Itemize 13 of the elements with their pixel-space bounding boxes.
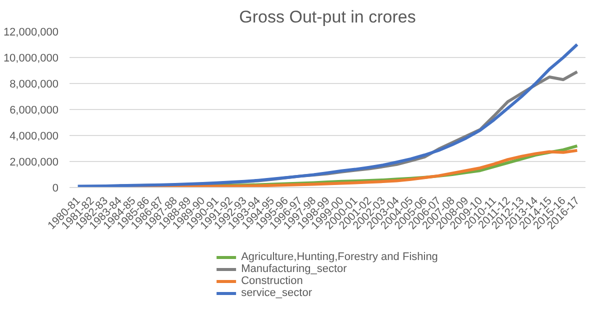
y-tick-label: 4,000,000 — [10, 130, 58, 142]
y-tick-label: 12,000,000 — [3, 26, 59, 38]
y-tick-label: 2,000,000 — [10, 156, 58, 168]
legend-label: service_sector — [241, 287, 312, 299]
line-series — [76, 43, 579, 188]
legend-label: Agriculture,Hunting,Forestry and Fishing — [241, 251, 438, 263]
chart-title: Gross Out-put in crores — [239, 8, 416, 26]
y-tick-label: 0 — [52, 182, 59, 194]
y-tick-label: 8,000,000 — [10, 78, 58, 90]
y-tick-label: 6,000,000 — [10, 104, 58, 116]
legend-label: Construction — [241, 275, 303, 287]
y-tick-label: 10,000,000 — [3, 52, 59, 64]
legend-label: Manufacturing_sector — [241, 263, 347, 275]
